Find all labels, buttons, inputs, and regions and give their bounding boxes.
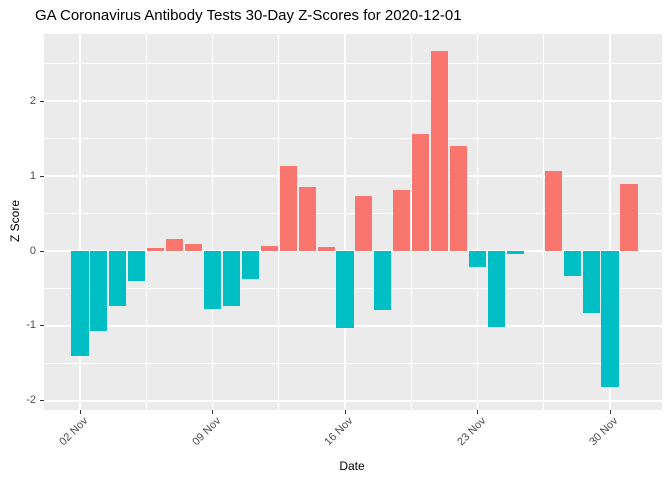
x-major-gridline	[476, 34, 479, 410]
x-tick-mark	[344, 410, 346, 414]
x-tick-label-text: 16 Nov	[322, 415, 356, 449]
bar	[336, 251, 354, 329]
bar	[412, 134, 430, 251]
y-major-gridline	[43, 100, 662, 102]
chart-title: GA Coronavirus Antibody Tests 30-Day Z-S…	[35, 7, 462, 24]
y-minor-gridline	[43, 362, 662, 364]
bar	[468, 251, 487, 268]
bar	[355, 196, 373, 251]
x-tick-mark	[79, 410, 81, 414]
bar	[185, 244, 203, 251]
x-minor-gridline	[410, 34, 412, 410]
bar	[71, 251, 89, 356]
x-minor-gridline	[278, 34, 280, 410]
y-major-gridline	[43, 400, 662, 402]
x-tick-label-text: 30 Nov	[587, 415, 621, 449]
y-minor-gridline	[43, 63, 662, 65]
y-axis-title: Z Score	[8, 199, 22, 243]
bar	[317, 247, 335, 251]
bar	[279, 165, 297, 251]
y-tick-mark	[40, 175, 44, 177]
x-axis-title: Date	[339, 459, 365, 473]
y-tick-label: 0	[29, 244, 36, 257]
x-tick-mark	[212, 410, 213, 414]
x-tick-mark	[477, 410, 479, 414]
x-tick-mark	[609, 410, 611, 414]
bar	[393, 190, 411, 251]
bar	[431, 51, 449, 251]
bar	[222, 251, 240, 307]
plot-panel	[43, 34, 662, 410]
x-minor-gridline	[145, 34, 147, 410]
bar	[620, 183, 638, 251]
bar	[544, 170, 562, 251]
bar	[147, 248, 165, 251]
bar	[203, 251, 222, 309]
x-major-gridline	[609, 34, 611, 410]
bar	[166, 239, 184, 251]
bar	[563, 251, 581, 276]
bar	[128, 251, 146, 281]
y-tick-mark	[40, 325, 44, 327]
bar	[601, 251, 619, 388]
y-tick-mark	[40, 100, 44, 102]
bar	[90, 251, 108, 332]
bar	[374, 251, 392, 311]
y-tick-mark	[40, 250, 44, 252]
y-minor-gridline	[43, 138, 662, 140]
bar	[582, 251, 600, 314]
y-major-gridline	[43, 175, 662, 177]
y-major-gridline	[43, 250, 662, 252]
bar	[260, 245, 278, 251]
y-tick-label: 2	[29, 94, 36, 107]
x-tick-label-text: 09 Nov	[189, 415, 223, 449]
bar	[241, 251, 259, 279]
bar	[298, 186, 316, 251]
x-major-gridline	[211, 34, 214, 410]
x-major-gridline	[79, 34, 81, 410]
y-minor-gridline	[43, 213, 662, 215]
y-tick-mark	[40, 400, 44, 402]
bar	[450, 146, 468, 251]
x-tick-label-text: 02 Nov	[57, 415, 91, 449]
y-tick-label: 1	[29, 169, 36, 182]
bar	[487, 251, 505, 328]
x-tick-label-text: 23 Nov	[454, 415, 489, 449]
bar	[109, 251, 127, 306]
bar	[506, 251, 524, 254]
x-major-gridline	[344, 34, 346, 410]
y-tick-label: -1	[26, 319, 36, 332]
y-tick-label: -2	[26, 394, 36, 407]
x-minor-gridline	[543, 34, 545, 410]
